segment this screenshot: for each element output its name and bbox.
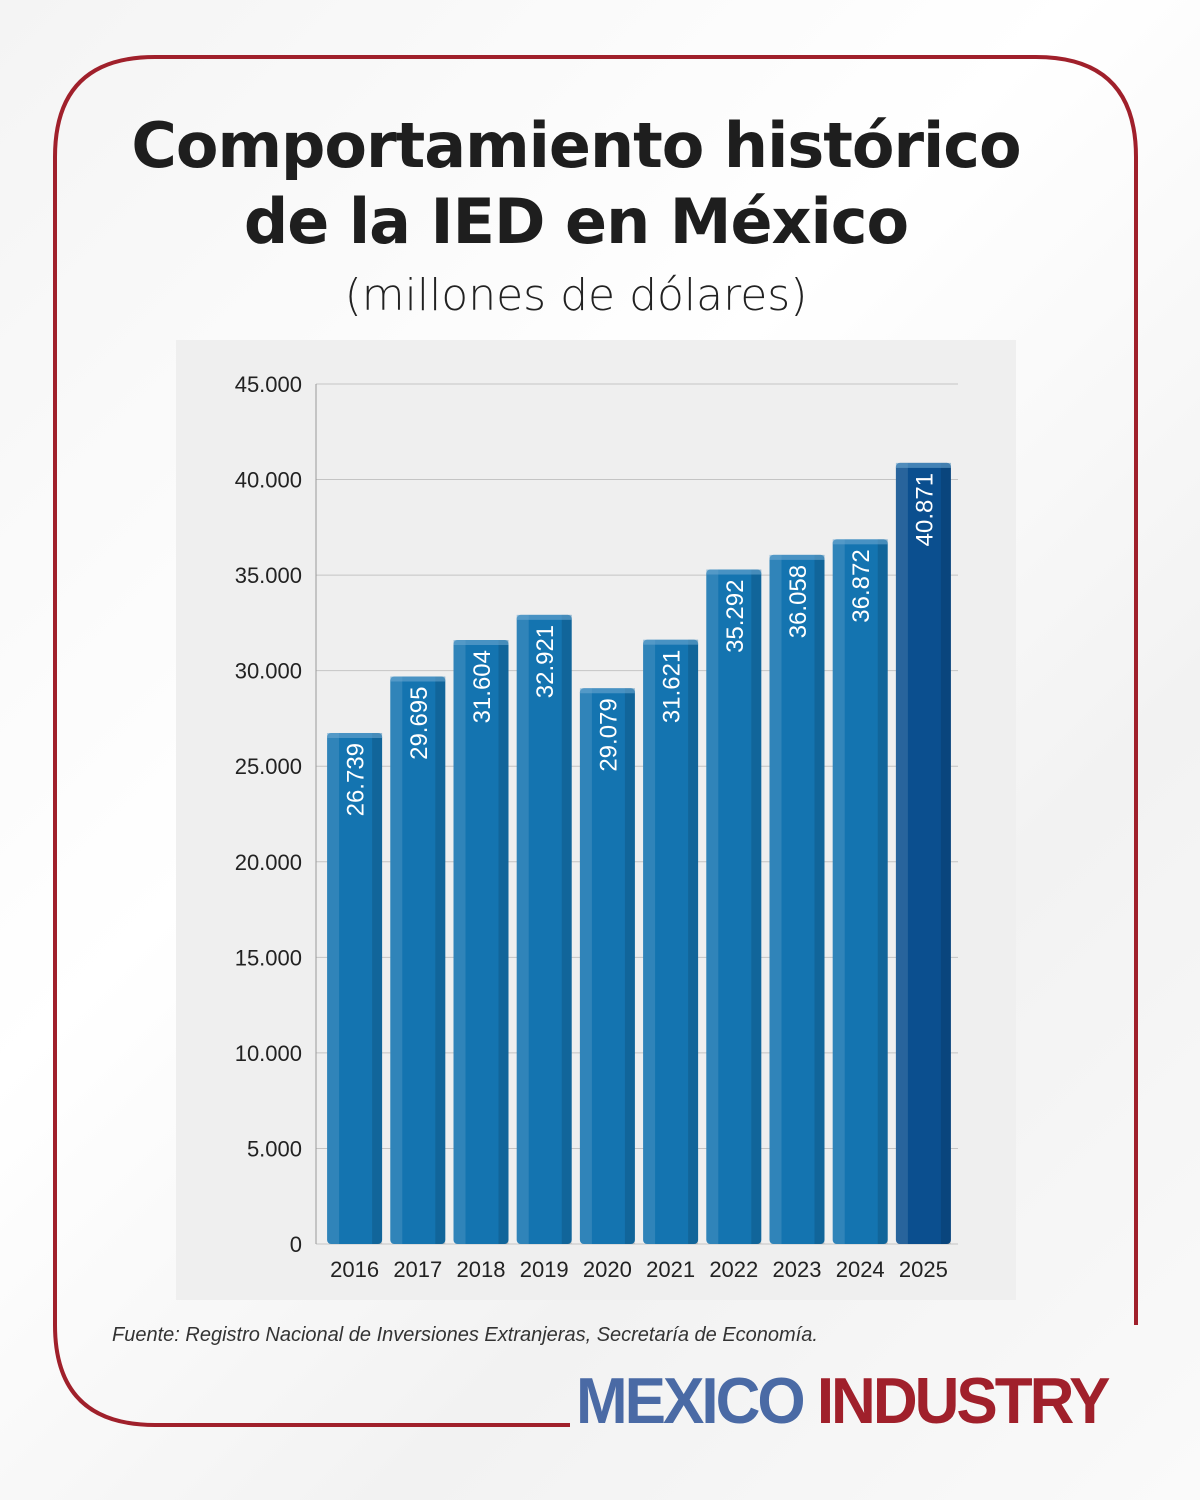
bar-shade <box>453 640 466 1244</box>
data-label: 36.872 <box>848 549 875 622</box>
y-tick-label: 40.000 <box>235 468 302 493</box>
x-tick-label: 2024 <box>836 1257 885 1282</box>
bar-shade <box>327 732 340 1244</box>
bar-shade <box>498 640 509 1244</box>
bar-shade <box>372 732 383 1244</box>
bar <box>643 639 699 1244</box>
bar-shade <box>832 539 845 1244</box>
bar <box>453 640 509 1244</box>
data-label: 29.695 <box>406 686 433 759</box>
x-tick-label: 2020 <box>583 1257 632 1282</box>
bar-top <box>769 554 825 560</box>
bar-shade <box>751 569 762 1244</box>
x-tick-label: 2016 <box>330 1257 379 1282</box>
bar-top <box>327 732 383 738</box>
y-tick-label: 25.000 <box>235 754 302 779</box>
x-tick-label: 2018 <box>457 1257 506 1282</box>
data-label: 32.921 <box>532 625 559 698</box>
data-label: 31.621 <box>659 650 686 723</box>
y-tick-label: 30.000 <box>235 659 302 684</box>
bar-shade <box>624 688 635 1244</box>
title-line-1: Comportamiento histórico <box>131 109 1021 182</box>
chart-subtitle: (millones de dólares) <box>344 270 808 321</box>
bar <box>832 539 888 1244</box>
mexico-industry-logo: MEXICO INDUSTRY <box>576 1364 1111 1439</box>
y-tick-label: 15.000 <box>235 945 302 970</box>
logo-part-2: INDUSTRY <box>816 1365 1111 1438</box>
x-tick-label: 2019 <box>520 1257 569 1282</box>
bar-shade <box>877 539 888 1244</box>
title-line-2: de la IED en México <box>243 185 909 258</box>
data-label: 31.604 <box>469 650 496 723</box>
bar <box>327 732 383 1244</box>
bar-shade <box>390 676 403 1244</box>
x-tick-label: 2022 <box>709 1257 758 1282</box>
y-tick-label: 20.000 <box>235 850 302 875</box>
bar <box>769 554 825 1244</box>
x-tick-label: 2023 <box>773 1257 822 1282</box>
y-tick-label: 5.000 <box>247 1136 302 1161</box>
bar-top <box>706 569 762 575</box>
bar <box>516 614 572 1244</box>
bar-shade <box>435 676 446 1244</box>
bar-shade <box>516 614 529 1244</box>
data-label: 35.292 <box>722 580 749 653</box>
bar-shade <box>940 462 951 1244</box>
logo-part-1: MEXICO <box>576 1365 806 1438</box>
bar-top <box>453 640 509 646</box>
data-label: 26.739 <box>343 743 370 816</box>
x-tick-label: 2025 <box>899 1257 948 1282</box>
source-note: Fuente: Registro Nacional de Inversiones… <box>112 1324 818 1346</box>
bar-shade <box>769 554 782 1244</box>
y-tick-label: 0 <box>290 1232 302 1257</box>
bar-top <box>643 639 699 645</box>
bar-top <box>895 462 951 468</box>
bar-shade <box>643 639 656 1244</box>
bar-shade <box>688 639 699 1244</box>
bar-top <box>579 688 635 694</box>
bar-shade <box>579 688 592 1244</box>
y-tick-label: 10.000 <box>235 1041 302 1066</box>
bar <box>390 676 446 1244</box>
bar-shade <box>895 462 908 1244</box>
data-label: 40.871 <box>911 473 938 546</box>
bar-shade <box>561 614 572 1244</box>
bar-top <box>832 539 888 545</box>
bar <box>579 688 635 1244</box>
bar-shade <box>814 554 825 1244</box>
bar-top <box>516 614 572 620</box>
chart-title: Comportamiento histórico de la IED en Mé… <box>0 108 1152 260</box>
x-tick-label: 2021 <box>646 1257 695 1282</box>
x-tick-label: 2017 <box>393 1257 442 1282</box>
bar-top <box>390 676 446 682</box>
y-tick-label: 45.000 <box>235 372 302 397</box>
data-label: 36.058 <box>785 565 812 638</box>
y-tick-label: 35.000 <box>235 563 302 588</box>
bar-shade <box>706 569 719 1244</box>
bar <box>706 569 762 1244</box>
bar <box>895 462 951 1244</box>
data-label: 29.079 <box>595 698 622 771</box>
